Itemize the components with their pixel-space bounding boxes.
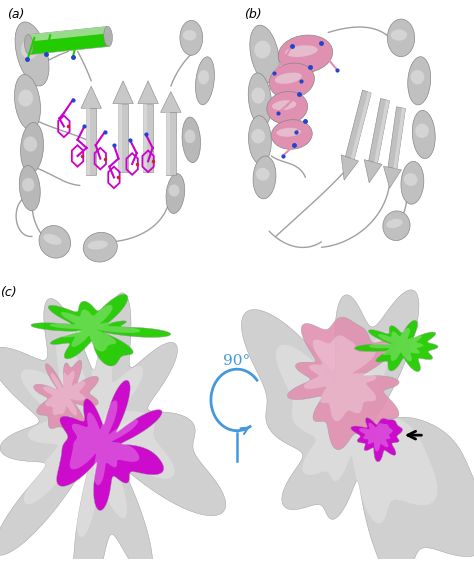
Polygon shape [28, 27, 108, 42]
Polygon shape [351, 418, 402, 462]
Polygon shape [161, 92, 181, 112]
Ellipse shape [412, 110, 435, 159]
Polygon shape [393, 108, 405, 169]
Ellipse shape [253, 156, 276, 199]
Ellipse shape [22, 178, 35, 192]
Ellipse shape [408, 56, 431, 105]
Ellipse shape [39, 225, 71, 258]
Polygon shape [28, 27, 109, 55]
Ellipse shape [269, 63, 314, 98]
Ellipse shape [267, 92, 308, 124]
Polygon shape [383, 166, 401, 188]
Ellipse shape [88, 241, 108, 250]
Ellipse shape [18, 90, 33, 107]
Ellipse shape [254, 41, 271, 58]
Ellipse shape [278, 35, 333, 73]
Polygon shape [81, 86, 101, 108]
Polygon shape [86, 108, 96, 175]
Ellipse shape [276, 128, 301, 137]
Polygon shape [50, 305, 140, 351]
Polygon shape [143, 103, 153, 172]
Ellipse shape [183, 30, 196, 41]
Ellipse shape [19, 166, 40, 211]
Polygon shape [166, 112, 176, 175]
Ellipse shape [251, 129, 265, 144]
Ellipse shape [250, 25, 279, 83]
Polygon shape [118, 103, 122, 172]
Polygon shape [341, 155, 358, 180]
Ellipse shape [401, 162, 424, 204]
Polygon shape [166, 112, 170, 175]
Ellipse shape [15, 75, 40, 130]
Polygon shape [276, 332, 438, 523]
Text: 90°: 90° [223, 354, 251, 368]
Ellipse shape [25, 34, 33, 55]
Polygon shape [364, 160, 382, 183]
Polygon shape [355, 320, 438, 372]
Ellipse shape [251, 88, 265, 103]
Polygon shape [369, 328, 423, 362]
Polygon shape [374, 100, 390, 163]
Polygon shape [86, 108, 90, 175]
Ellipse shape [195, 57, 214, 105]
Ellipse shape [275, 72, 302, 84]
Polygon shape [359, 423, 392, 451]
Polygon shape [304, 335, 376, 421]
Polygon shape [241, 290, 474, 565]
Ellipse shape [386, 219, 402, 228]
Polygon shape [43, 371, 85, 416]
Polygon shape [21, 334, 174, 537]
Polygon shape [388, 107, 405, 169]
Ellipse shape [21, 39, 39, 59]
Ellipse shape [43, 234, 62, 245]
Ellipse shape [285, 45, 318, 57]
Text: (c): (c) [0, 286, 17, 299]
Ellipse shape [169, 184, 180, 197]
Polygon shape [369, 98, 390, 163]
Ellipse shape [248, 116, 271, 164]
Ellipse shape [391, 29, 407, 41]
Ellipse shape [184, 129, 195, 144]
Polygon shape [70, 401, 139, 485]
Ellipse shape [24, 136, 37, 152]
Ellipse shape [404, 173, 418, 186]
Polygon shape [138, 81, 158, 103]
Polygon shape [143, 103, 147, 172]
Ellipse shape [166, 173, 185, 214]
Ellipse shape [83, 232, 118, 262]
Ellipse shape [387, 19, 415, 56]
Polygon shape [113, 81, 133, 103]
Polygon shape [351, 92, 371, 159]
Text: (a): (a) [7, 8, 24, 21]
Ellipse shape [383, 211, 410, 241]
Polygon shape [31, 294, 171, 366]
Ellipse shape [180, 20, 203, 55]
Polygon shape [118, 103, 128, 172]
Ellipse shape [415, 124, 429, 138]
Ellipse shape [271, 120, 312, 149]
Polygon shape [287, 317, 399, 450]
Ellipse shape [410, 70, 424, 84]
Ellipse shape [182, 117, 201, 163]
Ellipse shape [198, 70, 209, 84]
Ellipse shape [272, 100, 296, 110]
Ellipse shape [15, 22, 49, 86]
Ellipse shape [256, 168, 270, 181]
Polygon shape [0, 293, 226, 565]
Text: (b): (b) [244, 8, 262, 21]
Ellipse shape [248, 73, 272, 126]
Ellipse shape [20, 123, 44, 173]
Polygon shape [34, 360, 99, 429]
Polygon shape [56, 380, 164, 511]
Polygon shape [346, 90, 371, 159]
Ellipse shape [104, 27, 112, 46]
